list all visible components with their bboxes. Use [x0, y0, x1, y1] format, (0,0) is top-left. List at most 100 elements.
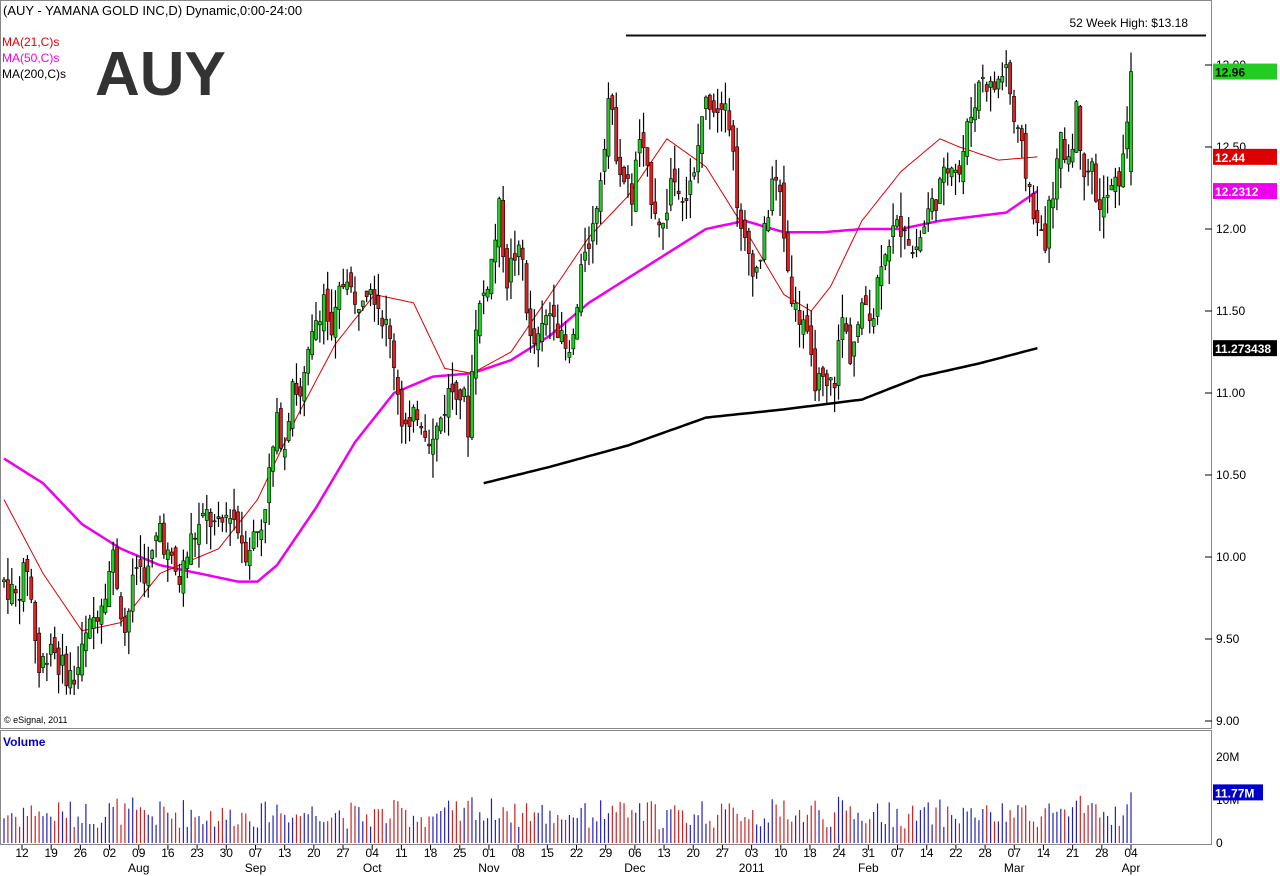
candle-body [177, 575, 182, 585]
candle-body [419, 426, 424, 429]
candle-body [1109, 185, 1114, 191]
candle-body [321, 294, 326, 332]
candle-body [158, 523, 162, 543]
date-tick-label: 22 [570, 846, 584, 860]
candle-body [1121, 153, 1126, 188]
candle-body [746, 230, 751, 254]
date-tick-label: 20 [687, 846, 701, 860]
candle-body [87, 618, 92, 639]
candle-body [809, 325, 814, 355]
candle-body [185, 556, 190, 569]
candle-body [774, 176, 778, 181]
candle-body [844, 323, 849, 332]
candle-body [524, 263, 529, 314]
candle-body [169, 551, 174, 556]
candle-body [130, 574, 135, 612]
candle-body [294, 383, 299, 395]
candle-body [165, 549, 170, 560]
price-tag-box [1213, 148, 1277, 165]
ma200-line [483, 346, 1038, 485]
candle-body [750, 253, 755, 277]
volume-tag-box [1213, 784, 1263, 801]
month-label: 2011 [739, 861, 765, 875]
price-tag-label: 12.2312 [1215, 185, 1259, 199]
candle-body [1016, 127, 1020, 129]
candle-body [1101, 197, 1106, 218]
candle-body [610, 95, 615, 110]
candle-body [29, 576, 34, 600]
candle-body [446, 388, 451, 418]
candle-body [832, 383, 837, 389]
candle-body [64, 653, 69, 687]
candle-body [123, 616, 127, 633]
candle-body [969, 116, 973, 123]
candle-body [637, 139, 642, 154]
candle-body [357, 309, 361, 313]
candle-body [684, 198, 689, 201]
candle-body [454, 382, 459, 400]
candle-body [676, 190, 681, 194]
candle-body [162, 522, 166, 555]
candle-body [384, 319, 389, 325]
candle-body [450, 383, 455, 393]
candle-body [707, 94, 712, 110]
candle-body [275, 412, 279, 452]
date-axis: 12 19 26 02 09 16 23 30 07 13 20 27 04 11 18 25 01 08 15 22… [15, 845, 1140, 875]
date-tick-label: 08 [511, 846, 525, 860]
candle-body [17, 598, 22, 601]
candle-body [930, 198, 934, 212]
date-tick-label: 20 [307, 846, 321, 860]
candle-body [719, 103, 724, 110]
date-tick-label: 28 [978, 846, 992, 860]
candle-body [836, 340, 841, 386]
candle-body [633, 159, 638, 212]
candle-body [1023, 133, 1028, 179]
candle-body [6, 579, 10, 600]
candle-body [992, 81, 997, 90]
candle-body [653, 201, 658, 214]
candle-body [438, 417, 443, 432]
volume-bars [3, 792, 1132, 843]
candle-body [353, 291, 357, 305]
date-tick-label: 11 [395, 846, 408, 860]
price-tag-label: 11.273438 [1215, 342, 1271, 356]
price-tag-box [1213, 340, 1277, 357]
candle-body [396, 377, 400, 395]
month-label: Oct [363, 861, 382, 875]
ma21-legend: MA(21,C)s [2, 35, 59, 49]
candle-body [1094, 163, 1098, 202]
date-tick-label: 06 [628, 846, 642, 860]
candle-body [48, 643, 53, 655]
candle-body [863, 295, 868, 306]
candle-body [587, 243, 591, 249]
candle-body [598, 180, 603, 212]
candle-body [544, 315, 548, 326]
candle-body [240, 535, 244, 544]
candle-body [941, 166, 946, 183]
date-tick-label: 04 [1124, 846, 1138, 860]
candle-body [372, 289, 377, 305]
candle-body [126, 610, 131, 633]
date-tick-label: 13 [657, 846, 671, 860]
candle-body [723, 103, 728, 111]
candle-body [95, 617, 100, 622]
candle-body [875, 277, 880, 317]
ma200-path [483, 346, 1038, 485]
date-tick-label: 23 [190, 846, 204, 860]
candle-body [212, 520, 217, 523]
candle-body [606, 98, 611, 157]
candle-body [906, 239, 911, 246]
candle-body [797, 310, 802, 325]
date-tick-label: 04 [366, 846, 380, 860]
candle-body [692, 172, 697, 177]
candle-body [407, 417, 412, 428]
candle-body [189, 533, 194, 565]
candle-body [197, 524, 201, 545]
candle-body [442, 414, 447, 416]
candle-body [1090, 161, 1094, 172]
candle-body [895, 219, 899, 227]
candle-body [727, 110, 732, 131]
candle-body [996, 78, 1001, 90]
candle-body [435, 425, 439, 440]
